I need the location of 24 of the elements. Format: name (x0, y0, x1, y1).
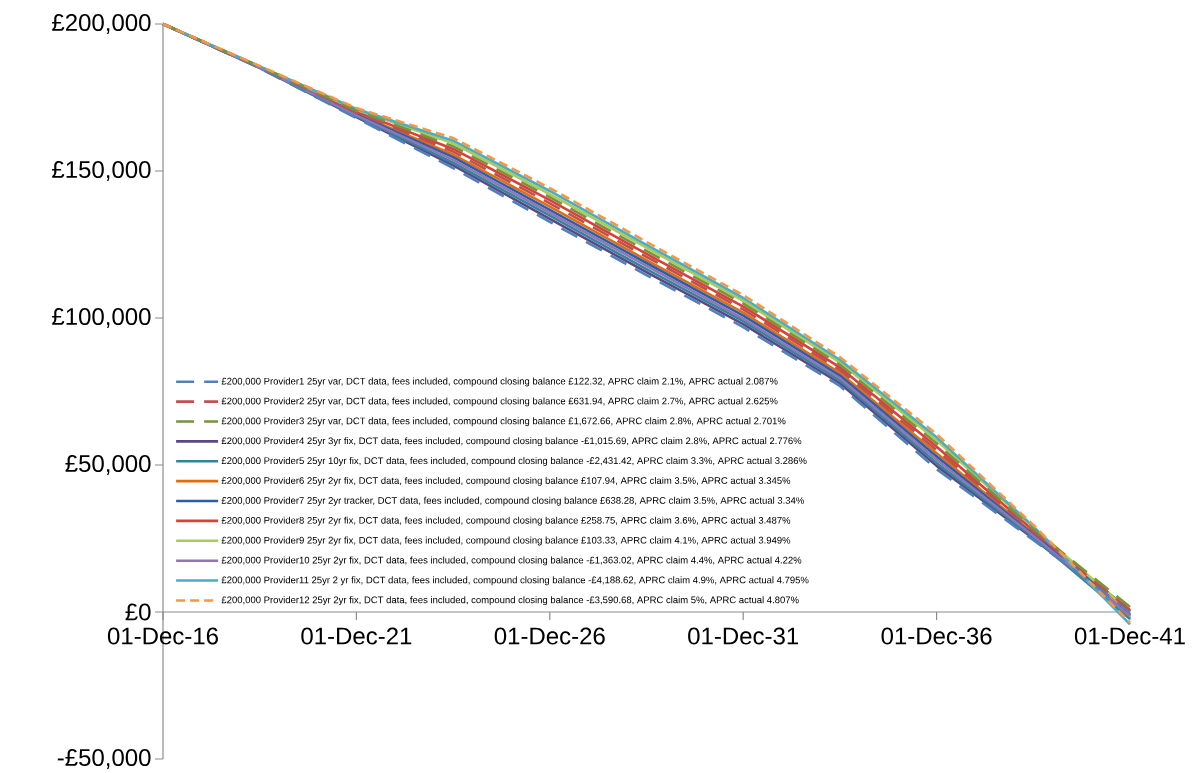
legend-label: £200,000 Provider2 25yr var, DCT data, fees included, compound closing balance £631.94, APRC claim 2.7%, APRC actual 2.625% (221, 397, 778, 407)
legend-label: £200,000 Provider11 25yr 2 yr fix, DCT data, fees included, compound closing balance -£4,188.62, APRC claim 4.9%, APRC actual 4.795% (221, 576, 809, 586)
legend-label: £200,000 Provider3 25yr var, DCT data, fees included, compound closing balance £1,672.66, APRC claim 2.8%, APRC actual 2.701% (221, 417, 786, 427)
legend-label: £200,000 Provider4 25yr 3yr fix, DCT data, fees included, compound closing balance -£1,015.69, APRC claim 2.8%, APRC actual 2.776% (221, 437, 802, 447)
legend-label: £200,000 Provider9 25yr 2yr fix, DCT data, fees included, compound closing balance £103.33, APRC claim 4.1%, APRC actual 3.949% (221, 536, 791, 546)
x-tick-label: 01-Dec-26 (494, 627, 605, 645)
x-tick-label: 01-Dec-36 (881, 627, 992, 645)
x-tick-label: 01-Dec-16 (107, 627, 218, 645)
y-tick-label: £100,000 (52, 308, 151, 328)
x-tick-label: 01-Dec-21 (301, 627, 412, 645)
legend-label: £200,000 Provider8 25yr 2yr fix, DCT data, fees included, compound closing balance £258.75, APRC claim 3.6%, APRC actual 3.487% (221, 516, 791, 526)
x-tick-label: 01-Dec-41 (1074, 627, 1185, 645)
y-tick-label: £50,000 (65, 455, 151, 475)
legend-label: £200,000 Provider10 25yr 2yr fix, DCT data, fees included, compound closing balance -£1,363.02, APRC claim 4.4%, APRC actual 4.22% (221, 556, 802, 566)
x-tick-label: 01-Dec-31 (688, 627, 799, 645)
y-tick-label: £150,000 (52, 161, 151, 181)
legend-label: £200,000 Provider1 25yr var, DCT data, fees included, compound closing balance £122.32, APRC claim 2.1%, APRC actual 2.087% (221, 377, 778, 387)
legend-label: £200,000 Provider12 25yr 2yr fix, DCT data, fees included, compound closing balance -£3,590.68, APRC claim 5%, APRC actual 4.807% (221, 596, 799, 606)
y-tick-label: £200,000 (52, 14, 151, 34)
legend-label: £200,000 Provider7 25yr 2yr tracker, DCT data, fees included, compound closing balance £638.28, APRC claim 3.5%, APRC actual 3.34% (221, 496, 804, 506)
legend-label: £200,000 Provider5 25yr 10yr fix, DCT data, fees included, compound closing balance -£2,431.42, APRC claim 3.3%, APRC actual 3.286% (221, 457, 807, 466)
y-tick-label: £0 (125, 603, 151, 621)
y-tick-label: -£50,000 (57, 749, 151, 769)
legend-label: £200,000 Provider6 25yr 2yr fix, DCT data, fees included, compound closing balance £107.94, APRC claim 3.5%, APRC actual 3.345% (221, 476, 791, 486)
